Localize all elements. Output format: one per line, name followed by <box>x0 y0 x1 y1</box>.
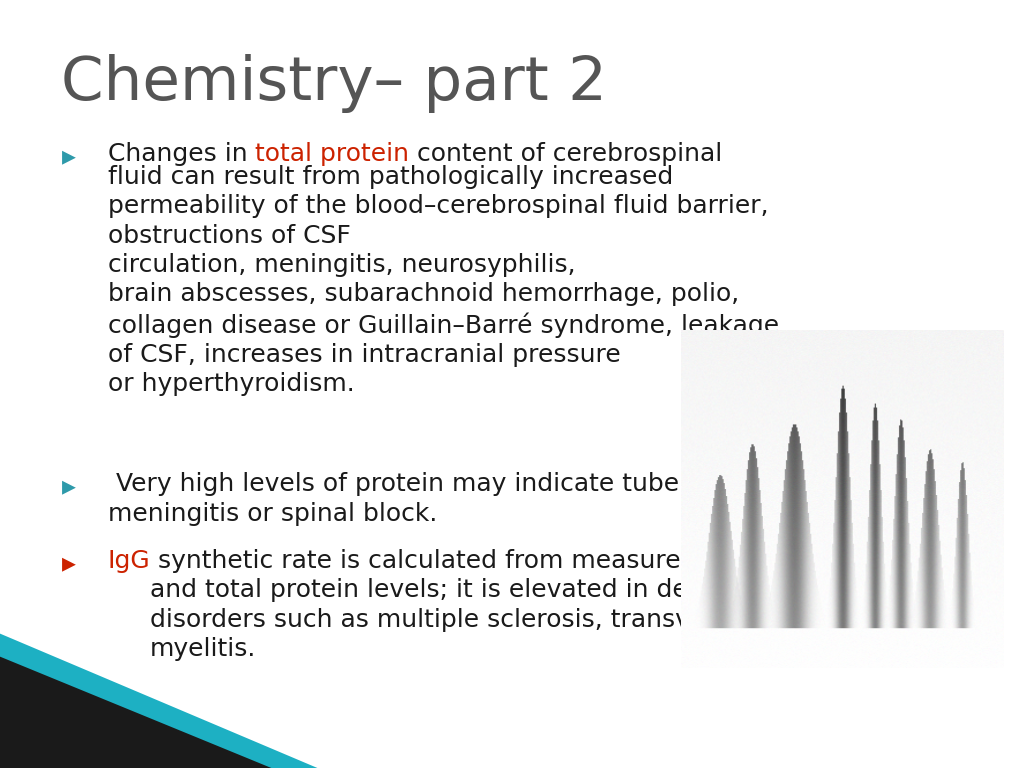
Text: IgG: IgG <box>108 549 151 573</box>
Text: content of cerebrospinal: content of cerebrospinal <box>410 142 722 166</box>
Text: Very high levels of protein may indicate tuberculous
meningitis or spinal block.: Very high levels of protein may indicate… <box>108 472 769 525</box>
Text: ▸: ▸ <box>61 142 76 170</box>
Text: Chemistry– part 2: Chemistry– part 2 <box>61 54 607 113</box>
Polygon shape <box>0 634 317 768</box>
Text: ▸: ▸ <box>61 472 76 500</box>
Text: fluid can result from pathologically increased
permeability of the blood–cerebro: fluid can result from pathologically inc… <box>108 165 778 396</box>
Text: ▸: ▸ <box>61 549 76 577</box>
Text: Changes in: Changes in <box>108 142 255 166</box>
Text: synthetic rate is calculated from measured IgG
and total protein levels; it is e: synthetic rate is calculated from measur… <box>151 549 836 661</box>
Polygon shape <box>0 657 271 768</box>
Text: total protein: total protein <box>255 142 410 166</box>
